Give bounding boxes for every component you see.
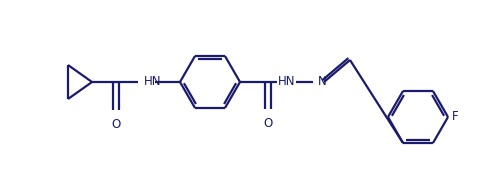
Text: HN: HN bbox=[144, 75, 161, 88]
Text: HN: HN bbox=[278, 75, 295, 88]
Text: N: N bbox=[318, 75, 327, 88]
Text: F: F bbox=[452, 110, 459, 122]
Text: O: O bbox=[111, 118, 120, 131]
Text: O: O bbox=[264, 117, 273, 130]
